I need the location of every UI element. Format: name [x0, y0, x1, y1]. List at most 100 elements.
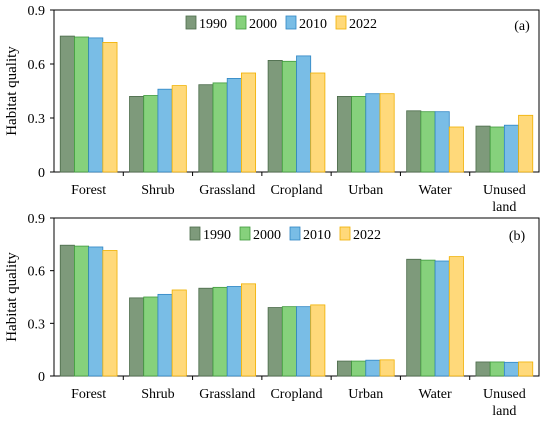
y-tick-label: 0.9 — [28, 212, 46, 227]
bar-2010-water — [434, 260, 450, 377]
bar-1990-forest — [59, 244, 75, 377]
bar-2010-water — [434, 111, 450, 173]
legend-label-1990: 1990 — [199, 17, 227, 32]
bar-2000-unused-land — [489, 361, 505, 377]
bar-2022-shrub — [171, 289, 187, 377]
bar-1990-shrub — [129, 297, 145, 377]
bar-1990-urban — [336, 360, 352, 377]
x-tick-label: Unused — [483, 183, 526, 198]
bar-1990-cropland — [267, 307, 283, 377]
bar-2000-forest — [74, 245, 90, 377]
bar-2010-unused-land — [503, 361, 519, 377]
x-tick-label: Urban — [348, 183, 383, 198]
bar-2000-forest — [74, 36, 90, 173]
legend-swatch-2022 — [335, 15, 347, 30]
bar-2000-grassland — [212, 82, 228, 173]
bar-1990-forest — [59, 35, 75, 173]
bar-2000-grassland — [212, 286, 228, 377]
bar-2022-forest — [102, 42, 118, 173]
bar-2010-forest — [88, 246, 104, 377]
bar-1990-grassland — [198, 84, 214, 173]
legend-label-2000: 2000 — [253, 228, 281, 243]
legend-swatch-1990 — [189, 226, 201, 241]
y-tick-label: 0.6 — [28, 265, 46, 280]
bar-2010-forest — [88, 37, 104, 173]
x-tick-label: Water — [419, 387, 452, 402]
y-tick-label: 0.3 — [28, 317, 46, 332]
x-tick-label: Shrub — [141, 183, 174, 198]
bar-2022-forest — [102, 250, 118, 377]
bar-1990-unused-land — [475, 361, 491, 377]
bar-1990-cropland — [267, 60, 283, 173]
bar-2022-shrub — [171, 85, 187, 173]
bar-2000-unused-land — [489, 126, 505, 173]
legend-swatch-2010 — [289, 226, 301, 241]
legend-label-2022: 2022 — [349, 17, 377, 32]
bar-2022-cropland — [310, 72, 326, 173]
x-tick-label: Urban — [348, 387, 383, 402]
bar-2010-cropland — [296, 306, 312, 377]
bar-2010-cropland — [296, 55, 312, 173]
bar-2000-cropland — [281, 306, 297, 377]
legend-label-1990: 1990 — [203, 228, 231, 243]
y-tick-label: 0.9 — [28, 4, 46, 19]
bar-2022-water — [448, 256, 464, 377]
bar-2000-water — [420, 111, 436, 173]
y-tick-label: 0 — [38, 166, 45, 181]
x-tick-label: land — [492, 200, 516, 215]
bar-2010-unused-land — [503, 124, 519, 173]
bar-2022-grassland — [241, 72, 257, 173]
legend-swatch-2000 — [235, 15, 247, 30]
x-tick-label: land — [492, 404, 516, 419]
legend-swatch-2010 — [285, 15, 297, 30]
x-tick-label: Grassland — [199, 183, 255, 198]
bar-2000-urban — [351, 360, 367, 377]
legend-label-2000: 2000 — [249, 17, 277, 32]
bar-2010-urban — [365, 93, 381, 173]
bar-2010-grassland — [226, 78, 242, 173]
bar-2000-urban — [351, 96, 367, 173]
bar-1990-unused-land — [475, 125, 491, 173]
bar-2000-water — [420, 259, 436, 377]
bar-2022-cropland — [310, 304, 326, 377]
bar-1990-grassland — [198, 287, 214, 377]
bar-1990-urban — [336, 96, 352, 173]
bar-2022-unused-land — [518, 361, 534, 377]
bar-2022-water — [448, 126, 464, 173]
bar-1990-shrub — [129, 96, 145, 173]
x-tick-label: Cropland — [270, 387, 322, 402]
x-tick-label: Unused — [483, 387, 526, 402]
y-axis-label: Habitat quality — [4, 46, 20, 136]
bar-2000-cropland — [281, 60, 297, 173]
x-tick-label: Forest — [71, 183, 106, 198]
bar-2022-urban — [379, 93, 395, 173]
legend-label-2010: 2010 — [299, 17, 327, 32]
bar-2000-shrub — [143, 296, 159, 377]
bar-1990-water — [406, 110, 422, 173]
legend-label-2022: 2022 — [353, 228, 381, 243]
bar-2010-urban — [365, 359, 381, 377]
panel-label: (a) — [514, 19, 530, 34]
x-tick-label: Cropland — [270, 183, 322, 198]
legend-swatch-2022 — [339, 226, 351, 241]
y-axis-label: Habitat quality — [4, 252, 20, 342]
x-tick-label: Shrub — [141, 387, 174, 402]
legend-swatch-2000 — [239, 226, 251, 241]
y-tick-label: 0 — [38, 370, 45, 385]
y-tick-label: 0.6 — [28, 58, 46, 73]
legend-swatch-1990 — [185, 15, 197, 30]
panel-label: (b) — [509, 229, 526, 244]
x-tick-label: Grassland — [199, 387, 255, 402]
bar-2022-unused-land — [518, 114, 534, 173]
legend-label-2010: 2010 — [303, 228, 331, 243]
bar-2022-grassland — [241, 283, 257, 377]
bar-2000-shrub — [143, 95, 159, 173]
bar-2010-grassland — [226, 286, 242, 377]
bar-2022-urban — [379, 359, 395, 377]
bar-1990-water — [406, 258, 422, 377]
x-tick-label: Forest — [71, 387, 106, 402]
x-tick-label: Water — [419, 183, 452, 198]
y-tick-label: 0.3 — [28, 112, 46, 127]
